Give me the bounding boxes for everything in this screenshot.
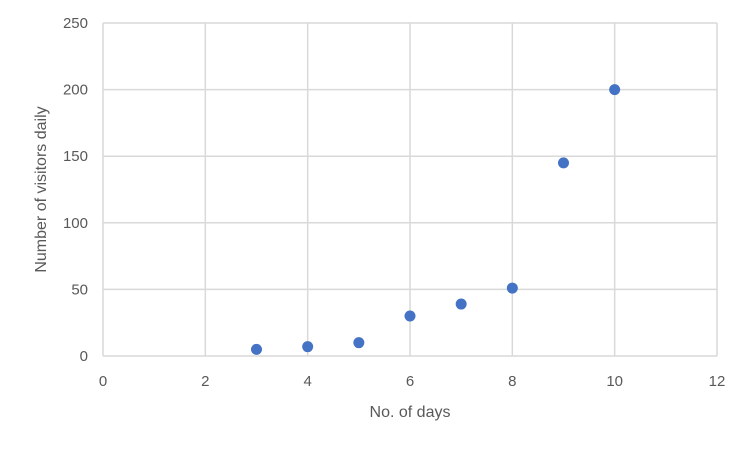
x-tick-label: 6: [406, 373, 414, 390]
y-tick-label: 50: [71, 281, 88, 298]
y-axis-title: Number of visitors daily: [33, 106, 50, 272]
data-point: [609, 84, 621, 96]
grid-lines: [102, 22, 718, 357]
x-tick-label: 0: [99, 373, 107, 390]
data-point: [251, 343, 262, 355]
y-tick-label: 150: [63, 148, 88, 165]
x-tick-label: 10: [606, 373, 623, 390]
data-points: [251, 84, 621, 355]
x-tick-label: 2: [201, 373, 209, 390]
tick-labels: 0 2 4 6 8 10 12 0 50 100 150 200 250: [63, 15, 725, 390]
y-tick-label: 100: [63, 215, 88, 232]
x-tick-label: 4: [303, 373, 311, 390]
data-point: [455, 298, 467, 310]
y-tick-label: 0: [80, 348, 88, 365]
data-point: [404, 310, 416, 322]
data-point: [353, 337, 365, 349]
data-point: [558, 157, 569, 169]
y-tick-label: 250: [63, 15, 88, 32]
data-point: [506, 282, 518, 294]
x-tick-label: 8: [508, 373, 516, 390]
data-point: [302, 341, 314, 353]
y-tick-label: 200: [63, 82, 88, 99]
x-axis-title: No. of days: [370, 404, 451, 421]
x-tick-label: 12: [709, 373, 726, 390]
